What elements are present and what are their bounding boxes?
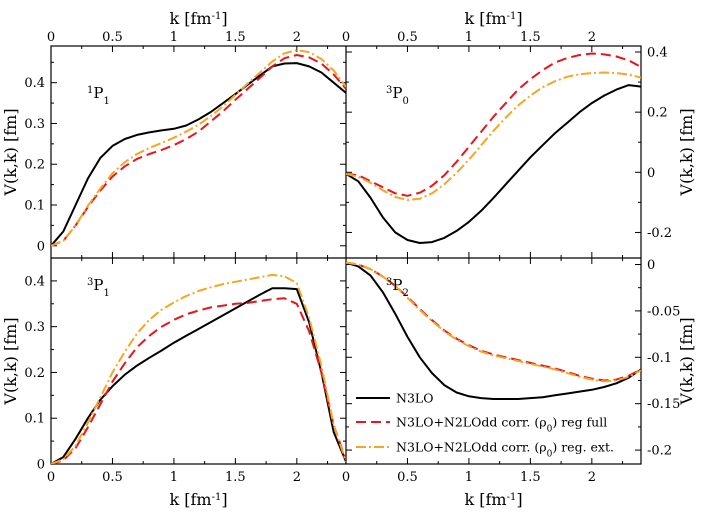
y-tick-label: -0.15 (647, 397, 680, 412)
curve-ext (51, 49, 346, 247)
y-axis-title-right-bottom: V(k,k) [fm] (677, 317, 696, 405)
y-axis-title-left-top: V(k,k) [fm] (1, 108, 20, 196)
y-tick-label: 0.2 (647, 106, 668, 121)
x-axis-title-bottom-right: k [fm-1] (464, 490, 522, 509)
y-tick-label: 0.2 (24, 158, 45, 173)
panel-label: 1P1 (87, 84, 110, 107)
axes-layer (50, 45, 642, 465)
x-tick-label-bottom: 1.5 (225, 470, 246, 485)
y-tick-label: -0.2 (647, 226, 672, 241)
x-tick-label-bottom: 0 (47, 470, 55, 485)
x-tick-label-top: 0 (342, 30, 350, 45)
panel-3P1 (51, 273, 346, 464)
y-axis-title-right-top: V(k,k) [fm] (677, 108, 696, 196)
x-tick-label-top: 0 (47, 30, 55, 45)
x-tick-label-top: 1 (170, 30, 178, 45)
y-tick-label: -0.1 (647, 351, 672, 366)
panel-label: 3P1 (87, 276, 110, 299)
curve-ext (51, 273, 346, 464)
curve-n3lo (51, 287, 346, 464)
y-tick-label: 0.2 (24, 366, 45, 381)
y-tick-label: -0.2 (647, 444, 672, 459)
curve-ext (346, 261, 641, 383)
legend-label-n3lo: N3LO (396, 391, 433, 406)
x-axis-title-top-right: k [fm-1] (464, 9, 522, 28)
x-tick-label-top: 0.5 (102, 30, 123, 45)
x-tick-label-bottom: 1 (465, 470, 473, 485)
y-tick-label: 0 (647, 166, 655, 181)
y-tick-label: 0.1 (24, 199, 45, 214)
x-tick-label-top: 0.5 (397, 30, 418, 45)
curve-n3lo (51, 62, 346, 247)
panel-3P0 (346, 52, 641, 244)
x-tick-label-top: 1 (465, 30, 473, 45)
x-tick-label-bottom: 2 (588, 470, 596, 485)
y-tick-label: 0.3 (24, 320, 45, 335)
x-tick-label-bottom: 1 (170, 470, 178, 485)
curve-n3lo (346, 261, 641, 400)
y-tick-label: -0.05 (647, 304, 680, 319)
x-tick-label-top: 2 (588, 30, 596, 45)
curve-ext (346, 71, 641, 201)
y-tick-label: 0.4 (24, 274, 45, 289)
legend-label-ext: N3LO+N2LOdd corr. (ρ0) reg. ext. (396, 440, 614, 460)
y-tick-label: 0 (37, 239, 45, 254)
x-tick-label-top: 1.5 (225, 30, 246, 45)
x-axis-title-top-left: k [fm-1] (169, 9, 227, 28)
y-tick-label: 0.4 (24, 76, 45, 91)
y-tick-label: 0 (647, 258, 655, 273)
x-tick-label-bottom: 0.5 (397, 470, 418, 485)
curve-n3lo (346, 84, 641, 244)
y-tick-label: 0.1 (24, 412, 45, 427)
curves-layer (51, 49, 641, 464)
y-tick-label: 0.4 (647, 46, 668, 61)
panel-label: 3P0 (386, 84, 409, 107)
x-axis-title-bottom-left: k [fm-1] (169, 490, 227, 509)
x-tick-label-bottom: 2 (293, 470, 301, 485)
panel-3P2 (346, 261, 641, 400)
y-tick-label: 0.3 (24, 117, 45, 132)
x-tick-label-bottom: 0 (342, 470, 350, 485)
legend: N3LO N3LO+N2LOdd corr. (ρ0) reg full N3LO+… (356, 391, 614, 460)
x-tick-label-top: 2 (293, 30, 301, 45)
panel-1P1 (51, 49, 346, 247)
legend-label-full: N3LO+N2LOdd corr. (ρ0) reg full (396, 415, 607, 435)
x-tick-label-bottom: 0.5 (102, 470, 123, 485)
panel-label: 3P2 (386, 276, 409, 299)
curve-full (51, 54, 346, 247)
curve-full (51, 297, 346, 464)
y-tick-label: 0 (37, 458, 45, 473)
x-tick-label-top: 1.5 (520, 30, 541, 45)
curve-full (346, 52, 641, 197)
x-tick-label-bottom: 1.5 (520, 470, 541, 485)
y-axis-title-left-bottom: V(k,k) [fm] (1, 317, 20, 405)
